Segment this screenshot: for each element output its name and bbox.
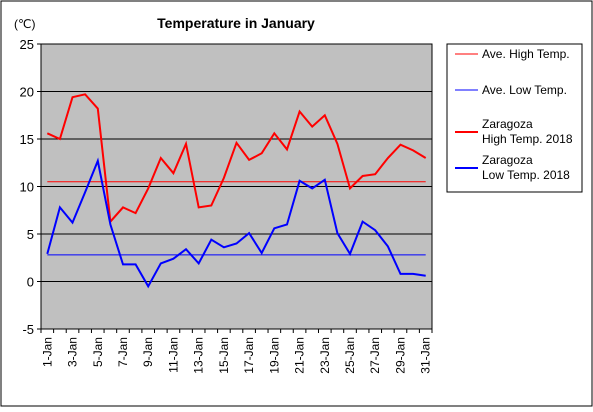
legend-label: Low Temp. 2018: [482, 168, 570, 182]
x-tick-label: 31-Jan: [419, 337, 433, 374]
legend: Ave. High Temp.Ave. Low Temp.ZaragozaHig…: [455, 47, 573, 182]
y-unit-label: (℃): [14, 17, 35, 31]
legend-label: Ave. Low Temp.: [482, 83, 567, 97]
x-tick-label: 17-Jan: [242, 337, 256, 374]
y-tick-label: 0: [27, 275, 34, 290]
y-tick-label: -5: [22, 322, 34, 337]
series-line-zaragoza-low-temp-2018: [46, 157, 426, 289]
x-tick-label: 5-Jan: [91, 337, 105, 367]
chart-title: Temperature in January: [157, 15, 315, 31]
x-tick-label: 13-Jan: [192, 337, 206, 374]
legend-label: Zaragoza: [482, 153, 533, 167]
y-tick-label: 10: [20, 180, 34, 195]
legend-label: Zaragoza: [482, 117, 533, 131]
x-tick-label: 19-Jan: [267, 337, 281, 374]
grid-lines: [41, 91, 432, 282]
y-tick-label: 5: [27, 227, 34, 242]
x-tick-label: 25-Jan: [343, 337, 357, 374]
y-tick-label: 15: [20, 132, 34, 147]
x-tick-label: 1-Jan: [40, 337, 54, 367]
legend-label: High Temp. 2018: [482, 132, 573, 146]
x-axis-ticks: 1-Jan 3-Jan 5-Jan 7-Jan 9-Jan 11-Jan 13-Jan 15-…: [40, 329, 433, 374]
x-tick-label: 23-Jan: [318, 337, 332, 374]
legend-label: Ave. High Temp.: [482, 47, 570, 61]
x-tick-label: 7-Jan: [116, 337, 130, 367]
x-tick-label: 21-Jan: [293, 337, 307, 374]
x-tick-label: 27-Jan: [368, 337, 382, 374]
x-tick-label: 15-Jan: [217, 337, 231, 374]
y-axis-ticks: 25 20 15 10 5 0 -5: [20, 37, 41, 337]
y-tick-label: 20: [20, 85, 34, 100]
x-tick-label: 3-Jan: [66, 337, 80, 367]
x-tick-label: 11-Jan: [166, 337, 180, 373]
x-tick-label: 9-Jan: [141, 337, 155, 367]
y-tick-label: 25: [20, 37, 34, 52]
x-tick-label: 29-Jan: [393, 337, 407, 374]
series-lines: [46, 93, 427, 289]
